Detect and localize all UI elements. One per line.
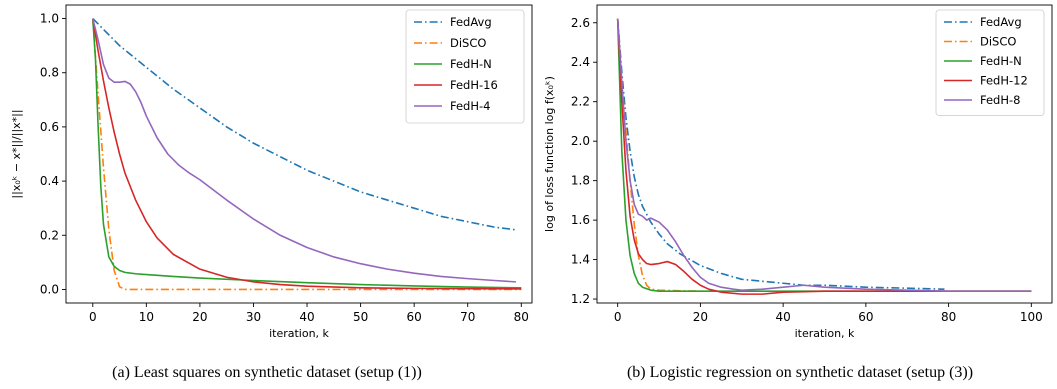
y-tick-label-a-0: 0.0 <box>40 282 59 296</box>
x-tick-label-a-3: 30 <box>246 310 261 324</box>
x-tick-label-a-1: 10 <box>139 310 154 324</box>
x-tick-label-a-6: 60 <box>407 310 422 324</box>
x-tick-label-b-1: 20 <box>693 310 708 324</box>
legend-label-b-2: FedH-N <box>980 54 1022 68</box>
y-tick-label-b-7: 2.6 <box>571 16 590 30</box>
legend-label-a-3: FedH-16 <box>450 78 498 92</box>
y-tick-label-a-2: 0.4 <box>40 174 59 188</box>
legend-box-b <box>935 9 1045 116</box>
x-tick-label-b-2: 40 <box>775 310 790 324</box>
x-tick-label-b-4: 80 <box>941 310 956 324</box>
x-axis-label-b: iteration, k <box>795 327 855 340</box>
series-line-a-3 <box>91 18 522 290</box>
series-line-b-0 <box>616 18 945 290</box>
y-tick-label-b-4: 2.0 <box>571 134 590 148</box>
legend-a: FedAvg DiSCO FedH-N FedH-16 FedH-4 <box>405 9 525 124</box>
y-tick-label-a-3: 0.6 <box>40 120 59 134</box>
chart-b: 0 20 40 60 80 100 1.2 1.4 1.6 1.8 2.0 2.2 2.4 2.6 iter… <box>543 4 1053 381</box>
legend-box-a <box>405 9 525 124</box>
x-tick-label-b-3: 60 <box>858 310 873 324</box>
legend-label-a-1: DiSCO <box>450 36 486 50</box>
x-tick-label-a-8: 80 <box>514 310 529 324</box>
series-line-b-3 <box>616 18 1032 295</box>
legend-label-a-0: FedAvg <box>450 15 492 29</box>
legend-label-b-4: FedH-8 <box>980 93 1020 107</box>
series-line-a-1 <box>91 18 522 291</box>
chart-a: 0 10 20 30 40 50 60 70 80 0.0 0.2 0.4 0.6 0.8 1.0 itera… <box>10 4 533 381</box>
legend-b: FedAvg DiSCO FedH-N FedH-12 FedH-8 <box>935 9 1045 116</box>
x-tick-label-a-2: 20 <box>192 310 207 324</box>
caption-b: (b) Logistic regression on synthetic dat… <box>627 364 973 381</box>
series-line-a-4 <box>92 18 516 283</box>
legend-label-a-2: FedH-N <box>450 57 492 71</box>
series-line-b-4 <box>616 18 1032 292</box>
x-tick-label-a-4: 40 <box>299 310 314 324</box>
y-tick-label-b-6: 2.4 <box>571 55 590 69</box>
y-tick-label-b-3: 1.8 <box>571 174 590 188</box>
x-tick-label-a-7: 70 <box>460 310 475 324</box>
x-tick-label-a-5: 50 <box>353 310 368 324</box>
x-axis-label-a: iteration, k <box>269 327 329 340</box>
y-tick-label-b-2: 1.6 <box>571 213 590 227</box>
legend-label-b-1: DiSCO <box>980 35 1016 49</box>
x-tick-label-a-0: 0 <box>89 310 97 324</box>
y-tick-label-b-5: 2.2 <box>571 95 590 109</box>
legend-label-b-3: FedH-12 <box>980 74 1028 88</box>
legend-label-b-0: FedAvg <box>980 15 1022 29</box>
y-tick-label-b-1: 1.4 <box>571 253 590 267</box>
chart-a-frame <box>65 4 533 304</box>
y-tick-label-b-0: 1.2 <box>571 292 590 306</box>
chart-b-plot-area <box>616 18 1032 295</box>
series-line-a-0 <box>92 17 517 231</box>
series-line-a-2 <box>91 18 522 289</box>
y-tick-label-a-1: 0.2 <box>40 228 59 242</box>
legend-label-a-4: FedH-4 <box>450 99 490 113</box>
y-tick-label-a-5: 1.0 <box>40 12 59 26</box>
chart-b-frame <box>596 4 1053 304</box>
y-axis-label-a: ||x₀ᵏ − x*||/||x*|| <box>10 109 23 198</box>
caption-a: (a) Least squares on synthetic dataset (… <box>112 364 422 381</box>
x-tick-label-b-5: 100 <box>1020 310 1043 324</box>
x-tick-label-b-0: 0 <box>614 310 622 324</box>
y-tick-label-a-4: 0.8 <box>40 66 59 80</box>
y-axis-label-b: log of loss function log f(x₀ᵏ) <box>543 76 556 232</box>
series-line-b-1 <box>616 18 701 292</box>
chart-a-plot-area <box>91 17 522 291</box>
